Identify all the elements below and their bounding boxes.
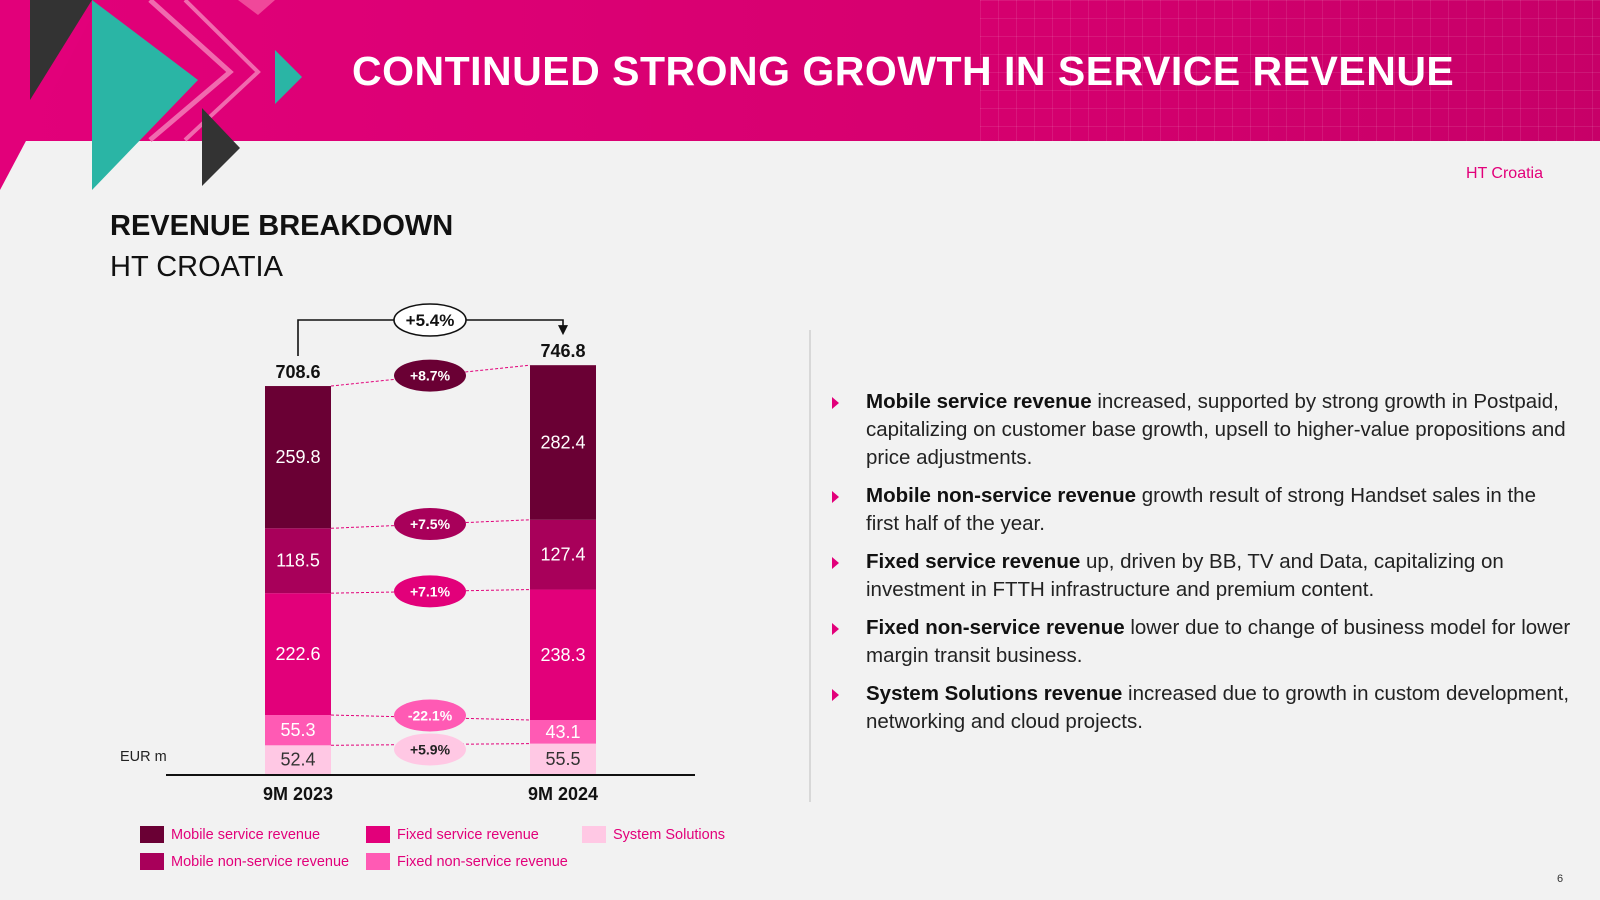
bar-value-label: 52.4: [280, 750, 315, 770]
bar-value-label: 118.5: [276, 551, 320, 571]
bar-segment: [265, 386, 331, 529]
header-grid-pattern: [980, 0, 1600, 141]
growth-badge-label: +7.1%: [410, 583, 451, 599]
bar-total-label: 708.6: [275, 362, 320, 382]
legend-label: Fixed non-service revenue: [397, 853, 568, 870]
legend-item: Fixed non-service revenue: [366, 853, 568, 870]
commentary-item: Fixed service revenue up, driven by BB, …: [832, 548, 1572, 604]
bullet-arrow-icon: [832, 491, 839, 503]
growth-badge: [394, 699, 466, 732]
bullet-arrow-icon: [832, 557, 839, 569]
bar-value-label: 259.8: [275, 447, 320, 467]
total-growth-arrowhead: [558, 325, 568, 336]
growth-badge-label: +7.5%: [410, 516, 451, 532]
legend-swatch: [366, 826, 390, 843]
bar-value-label: 127.4: [540, 545, 585, 565]
bullet-arrow-icon: [832, 623, 839, 635]
legend-label: Fixed service revenue: [397, 826, 539, 843]
deco-magenta-shape: [0, 0, 90, 190]
growth-badge: [394, 359, 466, 392]
growth-connector-line: [330, 519, 531, 529]
legend-swatch: [366, 853, 390, 870]
commentary-heading: System Solutions revenue: [866, 682, 1123, 705]
bar-segment: [530, 720, 596, 744]
legend-swatch: [140, 826, 164, 843]
deco-dark-small: [202, 108, 240, 186]
total-growth-label: +5.4%: [406, 311, 455, 330]
growth-badge: [394, 733, 466, 766]
x-axis-category-label: 9M 2024: [528, 784, 598, 804]
deco-dark-triangle: [30, 0, 92, 100]
commentary-text: increased due to growth in custom develo…: [866, 682, 1570, 733]
commentary-text: growth result of strong Handset sales in…: [866, 484, 1536, 535]
commentary-heading: Fixed non-service revenue: [866, 616, 1125, 639]
bar-segment: [530, 365, 596, 520]
deco-teal-triangle: [92, 0, 198, 190]
bar-value-label: 238.3: [540, 645, 585, 665]
legend-item: Mobile non-service revenue: [140, 853, 349, 870]
decorative-triangles: [0, 0, 302, 190]
bar-segment: [530, 743, 596, 774]
page-title: CONTINUED STRONG GROWTH IN SERVICE REVEN…: [352, 48, 1455, 94]
commentary-heading: Mobile non-service revenue: [866, 484, 1137, 507]
legend-item: Fixed service revenue: [366, 826, 539, 843]
x-axis-category-label: 9M 2023: [263, 784, 333, 804]
commentary-heading: Mobile service revenue: [866, 390, 1092, 413]
bullet-arrow-icon: [832, 397, 839, 409]
commentary-text: increased, supported by strong growth in…: [866, 390, 1566, 469]
growth-connector-line: [330, 743, 531, 746]
bar-value-label: 55.3: [280, 720, 315, 740]
bar-segment: [530, 589, 596, 721]
bar-value-label: 282.4: [540, 432, 585, 452]
header-banner: CONTINUED STRONG GROWTH IN SERVICE REVEN…: [0, 0, 1600, 141]
growth-badge-label: -22.1%: [408, 708, 453, 724]
commentary-item: System Solutions revenue increased due t…: [832, 680, 1572, 736]
legend-label: Mobile service revenue: [171, 826, 321, 843]
total-growth-badge: [393, 303, 467, 337]
commentary-text: up, driven by BB, TV and Data, capitaliz…: [866, 550, 1504, 601]
vertical-divider: [809, 330, 811, 802]
legend-item: Mobile service revenue: [140, 826, 320, 843]
section-title: REVENUE BREAKDOWN: [110, 210, 454, 242]
commentary-item: Mobile service revenue increased, suppor…: [832, 388, 1572, 472]
deco-chevron-1: [148, 0, 234, 142]
legend-label: Mobile non-service revenue: [171, 853, 350, 870]
legend-label: System Solutions: [613, 826, 726, 843]
bullet-arrow-icon: [832, 689, 839, 701]
commentary-list: Mobile service revenue increased, suppor…: [832, 388, 1572, 746]
growth-connector-line: [330, 714, 531, 721]
deco-small-pink: [238, 0, 275, 15]
bar-total-label: 746.8: [540, 341, 585, 361]
deco-teal-small: [275, 50, 302, 104]
bar-value-label: 222.6: [275, 644, 320, 664]
growth-badge-label: +8.7%: [410, 368, 451, 384]
legend-item: System Solutions: [582, 826, 725, 843]
commentary-heading: Fixed service revenue: [866, 550, 1081, 573]
brand-label: HT Croatia: [1465, 165, 1543, 182]
page-number: 6: [1557, 873, 1564, 885]
bar-segment: [265, 593, 331, 716]
commentary-item: Mobile non-service revenue growth result…: [832, 482, 1572, 538]
growth-connector-line: [330, 589, 531, 594]
unit-label: EUR m: [120, 749, 167, 765]
legend-swatch: [582, 826, 606, 843]
growth-badge: [394, 575, 466, 608]
bar-segment: [530, 519, 596, 590]
bar-segment: [265, 715, 331, 746]
commentary-text: lower due to change of business model fo…: [866, 616, 1571, 667]
legend-swatch: [140, 853, 164, 870]
growth-badge: [394, 508, 466, 541]
bar-value-label: 43.1: [545, 722, 580, 742]
growth-badge-label: +5.9%: [410, 741, 451, 757]
bar-segment: [265, 528, 331, 594]
section-subtitle: HT CROATIA: [110, 251, 283, 283]
bar-value-label: 55.5: [545, 749, 580, 769]
commentary-item: Fixed non-service revenue lower due to c…: [832, 614, 1572, 670]
bar-segment: [265, 745, 331, 774]
revenue-stacked-bar-chart: 52.4 55.5 55.3 43.1 222.6 238.3 118.5 127.4 259.…: [120, 303, 695, 804]
